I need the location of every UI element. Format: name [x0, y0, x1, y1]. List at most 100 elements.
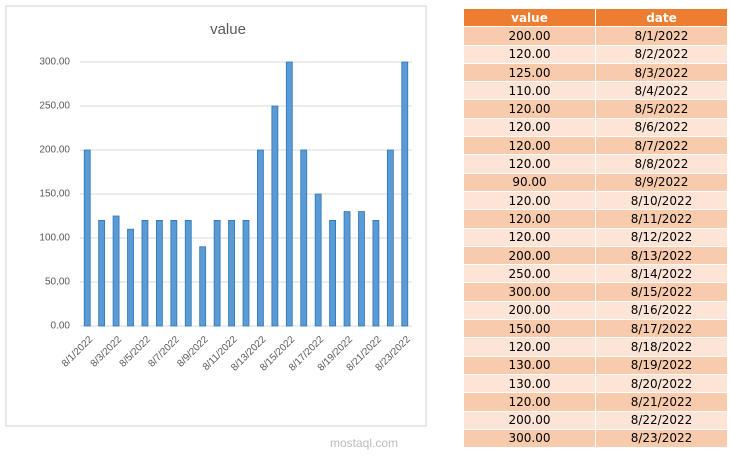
bar: [358, 211, 365, 327]
table-row: 125.00 8/3/2022: [463, 62, 728, 83]
table-row: 130.00 8/20/2022: [463, 373, 728, 394]
table-cell: 8/8/2022: [595, 154, 728, 174]
table-cell: 8/10/2022: [595, 190, 728, 211]
table-cell: 120.00: [463, 99, 596, 119]
chart: value 0.00 50.00 100.00 150.00 200.00 250.00 3…: [5, 5, 427, 427]
bar: [343, 211, 351, 327]
chart-frame: [5, 5, 427, 427]
table-cell: 200.00: [463, 245, 596, 266]
bar: [314, 193, 322, 327]
table-row: 130.00 8/19/2022: [463, 355, 728, 375]
table-row: 120.00 8/12/2022: [463, 227, 728, 247]
bar: [127, 228, 134, 327]
bar: [271, 105, 279, 327]
table-cell: 300.00: [463, 282, 596, 302]
table-cell: 8/15/2022: [595, 282, 728, 302]
y-tick-label: 200.00: [39, 145, 70, 156]
table-row: 120.00 8/6/2022: [463, 117, 728, 138]
y-tick-label: 100.00: [39, 233, 70, 244]
table-row: 200.00 8/13/2022: [463, 245, 728, 266]
table-cell: 200.00: [463, 410, 596, 430]
table-cell: 8/20/2022: [595, 373, 728, 394]
table-row: 150.00 8/17/2022: [463, 319, 728, 339]
table-cell: 200.00: [463, 300, 596, 321]
bar: [184, 219, 192, 327]
table-cell: 200.00: [463, 26, 596, 46]
table-cell: 8/6/2022: [595, 117, 728, 138]
table-cell: 8/18/2022: [595, 337, 728, 357]
table-cell: 8/9/2022: [595, 172, 728, 192]
data-table: value date 200.00 8/1/2022 120.00 8/2/2022 12…: [463, 7, 728, 449]
y-tick-label: 0.00: [51, 321, 71, 332]
bar: [141, 219, 149, 327]
table-cell: 110.00: [463, 81, 596, 101]
bar: [98, 219, 106, 327]
table-row: 200.00 8/22/2022: [463, 410, 728, 430]
table-cell: 120.00: [463, 154, 596, 174]
table-cell: 90.00: [463, 172, 596, 192]
table-cell: 8/7/2022: [595, 136, 728, 156]
table-row: 120.00 8/18/2022: [463, 337, 728, 357]
table-cell: 120.00: [463, 392, 596, 412]
table-cell: 8/14/2022: [595, 264, 728, 284]
table-cell: 8/3/2022: [595, 62, 728, 83]
y-tick-label: 50.00: [45, 277, 70, 288]
table-cell: 125.00: [463, 62, 596, 83]
bar: [228, 219, 235, 327]
bar: [329, 219, 337, 327]
table-row: 250.00 8/14/2022: [463, 264, 728, 284]
y-tick-label: 150.00: [39, 189, 70, 200]
header-cell: date: [595, 7, 728, 28]
table-row: 200.00 8/1/2022: [463, 26, 728, 46]
table-cell: 8/1/2022: [595, 26, 728, 46]
header-row: value date: [463, 7, 728, 28]
table-cell: 8/17/2022: [595, 319, 728, 339]
table-row: 120.00 8/21/2022: [463, 392, 728, 412]
y-tick-label: 300.00: [39, 57, 70, 68]
chart-title: value: [210, 21, 246, 38]
bar: [170, 219, 178, 327]
table-cell: 8/13/2022: [595, 245, 728, 266]
table-cell: 8/21/2022: [595, 392, 728, 412]
bar: [401, 61, 409, 327]
table-row: 120.00 8/8/2022: [463, 154, 728, 174]
watermark: mostaql.com: [330, 436, 399, 450]
bar: [112, 215, 120, 327]
bar: [199, 246, 207, 327]
table-cell: 130.00: [463, 373, 596, 394]
table-cell: 150.00: [463, 319, 596, 339]
table-cell: 120.00: [463, 136, 596, 156]
bar: [213, 219, 221, 327]
table-cell: 8/16/2022: [595, 300, 728, 321]
table-row: 300.00 8/23/2022: [463, 428, 728, 449]
table-cell: 8/12/2022: [595, 227, 728, 247]
table-cell: 120.00: [463, 227, 596, 247]
table-row: 300.00 8/15/2022: [463, 282, 728, 302]
table-cell: 120.00: [463, 117, 596, 138]
table-cell: 300.00: [463, 428, 596, 449]
table-cell: 8/4/2022: [595, 81, 728, 101]
table-cell: 120.00: [463, 337, 596, 357]
bar: [242, 219, 250, 327]
table-cell: 8/22/2022: [595, 410, 728, 430]
table-cell: 8/11/2022: [595, 209, 728, 229]
bar: [257, 149, 264, 327]
table-row: 120.00 8/2/2022: [463, 44, 728, 64]
table-cell: 8/23/2022: [595, 428, 728, 449]
table-cell: 250.00: [463, 264, 596, 284]
bar: [285, 61, 293, 327]
table-cell: 120.00: [463, 209, 596, 229]
bar: [155, 219, 163, 327]
y-tick-label: 250.00: [39, 101, 70, 112]
table-row: 110.00 8/4/2022: [463, 81, 728, 101]
header-cell: value: [463, 7, 596, 28]
table-cell: 8/5/2022: [595, 99, 728, 119]
table-row: 120.00 8/11/2022: [463, 209, 728, 229]
table-cell: 8/2/2022: [595, 44, 728, 64]
table-row: 120.00 8/10/2022: [463, 190, 728, 211]
table-row: 120.00 8/7/2022: [463, 136, 728, 156]
table-cell: 120.00: [463, 44, 596, 64]
table-row: 200.00 8/16/2022: [463, 300, 728, 321]
table-cell: 130.00: [463, 355, 596, 375]
